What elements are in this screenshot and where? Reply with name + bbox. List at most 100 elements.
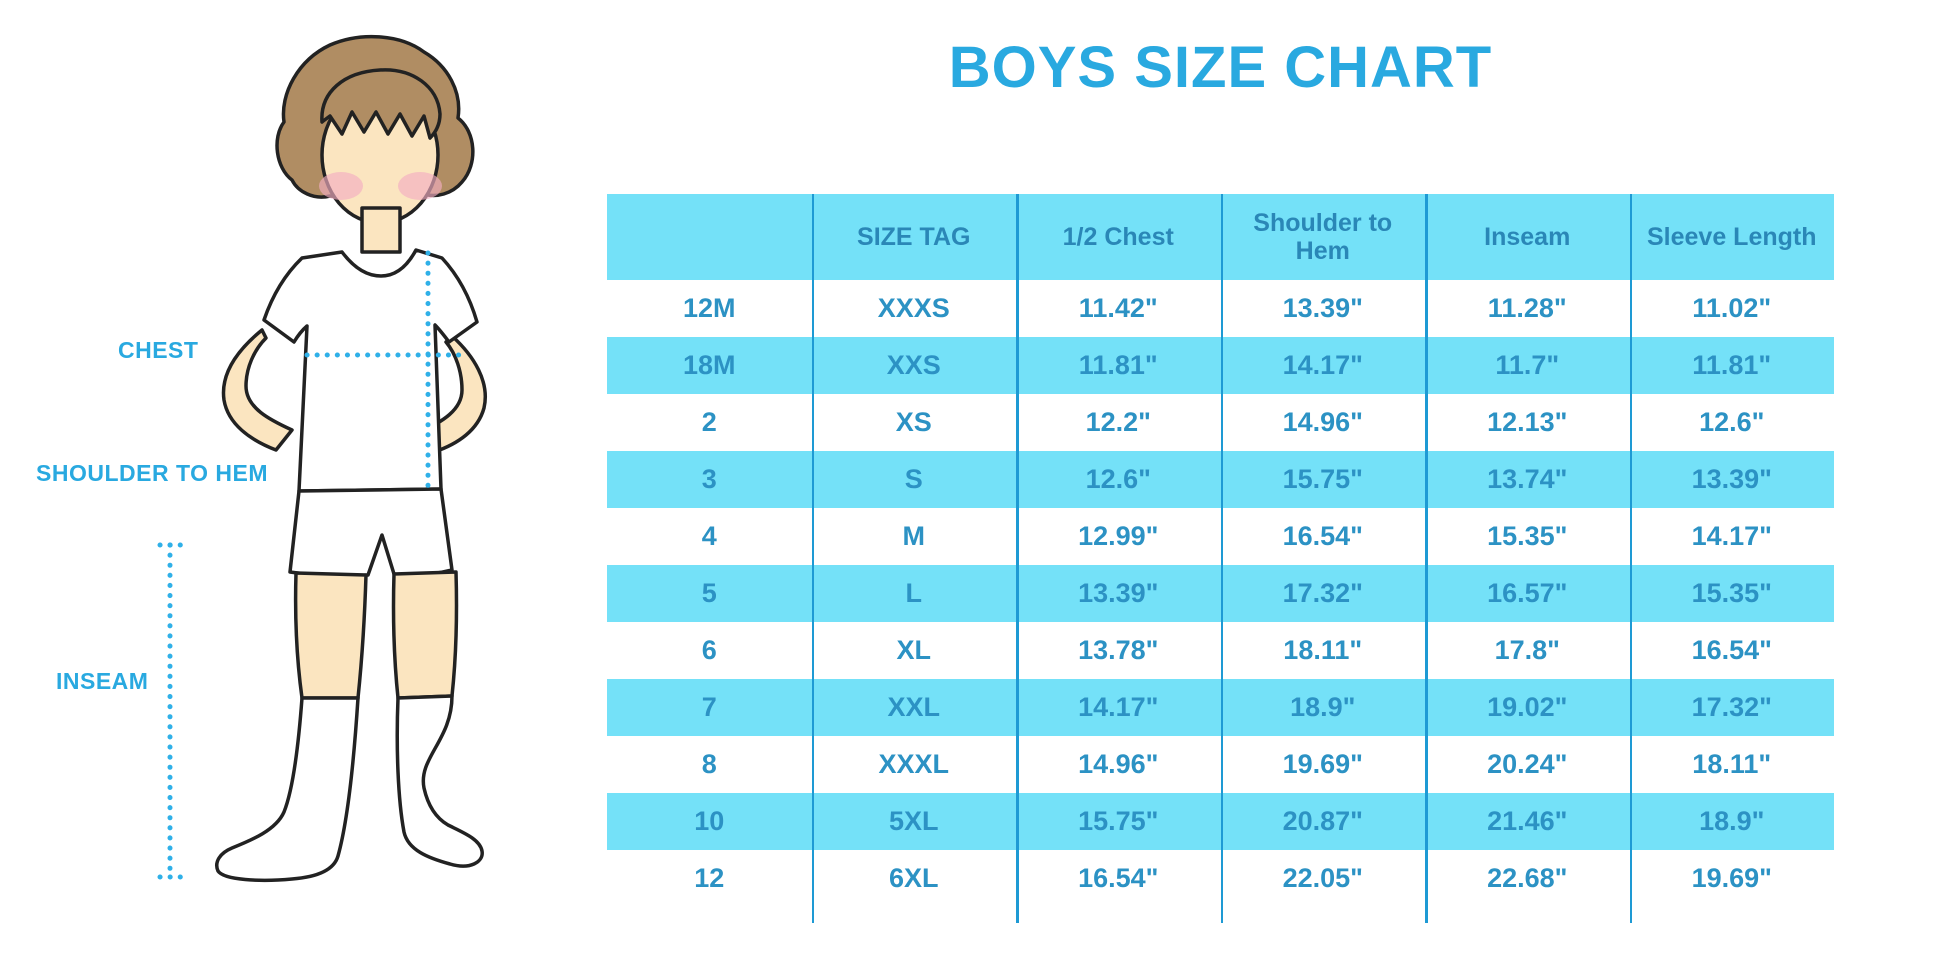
table-cell: 18.11" (1283, 635, 1363, 665)
table-cell: 7 (701, 692, 717, 722)
table-row: 2 XS 12.2" 14.96" 12.13" 12.6" (607, 394, 1834, 451)
table-cell: 16.54" (1282, 521, 1363, 551)
t-shirt (262, 248, 479, 493)
table-row: 12M XXXS 11.42" 13.39" 11.28" 11.02" (607, 280, 1834, 337)
column-divider (1220, 194, 1223, 923)
table-cell: 2 (701, 407, 717, 437)
hair-fringe (320, 68, 442, 140)
table-cell: 11.28" (1487, 293, 1567, 323)
table-cell: 11.7" (1495, 350, 1560, 380)
header-cell: Inseam (1484, 223, 1571, 251)
table-cell: 12.6" (1699, 407, 1765, 437)
header-cell: 1/2 Chest (1062, 223, 1174, 251)
header-cell: Shoulder to Hem (1253, 209, 1393, 265)
table-cell: 15.35" (1691, 578, 1772, 608)
table-row: 8 XXXL 14.96" 19.69" 20.24" 18.11" (607, 736, 1834, 793)
header-cell (607, 194, 812, 280)
blush-cheeks (319, 172, 442, 200)
table-row: 12 6XL 16.54" 22.05" 22.68" 19.69" (607, 850, 1834, 907)
left-leg (293, 571, 368, 700)
table-cell: 4 (701, 521, 717, 551)
table-cell: 16.54" (1691, 635, 1772, 665)
table-row: 4 M 12.99" 16.54" 15.35" 14.17" (607, 508, 1834, 565)
shorts (288, 487, 454, 578)
table-cell: 14.17" (1078, 692, 1159, 722)
table-cell: XXXL (878, 749, 950, 779)
table-cell: XS (895, 407, 932, 437)
table-cell: 12.6" (1085, 464, 1151, 494)
table-cell: 6XL (888, 863, 939, 893)
table-cell: 17.32" (1691, 692, 1772, 722)
column-divider (1629, 194, 1632, 923)
inseam-label: INSEAM (56, 668, 149, 694)
size-table: SIZE TAG 1/2 Chest Shoulder to Hem Inseam Sl… (607, 194, 1834, 923)
table-cell: 15.75" (1078, 806, 1159, 836)
table-cell: 16.57" (1487, 578, 1568, 608)
header-cell: Sleeve Length (1647, 223, 1817, 251)
table-cell: 19.02" (1487, 692, 1568, 722)
table-cell: 12M (682, 293, 736, 323)
table-cell: 18.9" (1699, 806, 1765, 836)
left-sock (215, 696, 360, 883)
column-divider (1425, 194, 1428, 923)
table-cell: 8 (701, 749, 717, 779)
table-cell: XXXS (877, 293, 950, 323)
table-cell: 13.39" (1691, 464, 1772, 494)
table-cell: S (904, 464, 923, 494)
inseam-measure-line (157, 542, 191, 880)
table-cell: 11.02" (1692, 293, 1772, 323)
table-cell: 20.87" (1282, 806, 1363, 836)
table-cell: 3 (701, 464, 717, 494)
table-cell: L (905, 578, 923, 608)
page-title: BOYS SIZE CHART (948, 35, 1493, 100)
table-cell: 20.24" (1487, 749, 1568, 779)
table-cell: 19.69" (1282, 749, 1363, 779)
table-cell: 17.32" (1282, 578, 1363, 608)
right-leg (391, 570, 459, 700)
table-cell: 18M (682, 350, 736, 380)
header-cell: SIZE TAG (857, 223, 971, 251)
table-cell: XL (896, 635, 931, 665)
table-cell: 12.2" (1085, 407, 1151, 437)
table-cell: 14.96" (1078, 749, 1159, 779)
table-cell: 14.17" (1691, 521, 1772, 551)
column-divider (1016, 194, 1019, 923)
table-cell: 12.99" (1078, 521, 1159, 551)
left-arm (221, 328, 294, 452)
right-sock (395, 694, 484, 868)
table-cell: 11.81" (1692, 350, 1772, 380)
table-cell: 12.13" (1487, 407, 1568, 437)
table-cell: 18.9" (1290, 692, 1356, 722)
table-cell: 5 (701, 578, 717, 608)
column-divider (811, 194, 814, 923)
table-cell: 18.11" (1692, 749, 1772, 779)
neck (360, 206, 402, 254)
table-cell: 13.78" (1078, 635, 1159, 665)
table-cell: M (902, 521, 926, 551)
table-row: 6 XL 13.78" 18.11" 17.8" 16.54" (607, 622, 1834, 679)
table-cell: 15.35" (1487, 521, 1568, 551)
table-cell: 21.46" (1487, 806, 1568, 836)
table-cell: 13.39" (1078, 578, 1159, 608)
table-cell: 16.54" (1078, 863, 1159, 893)
table-cell: 12 (694, 863, 725, 893)
table-cell: 10 (694, 806, 725, 836)
table-cell: 17.8" (1494, 635, 1560, 665)
table-cell: XXS (886, 350, 941, 380)
chest-label: CHEST (118, 337, 199, 363)
table-cell: 13.39" (1282, 293, 1363, 323)
table-cell: 22.05" (1282, 863, 1363, 893)
table-cell: 14.17" (1282, 350, 1363, 380)
table-cell: 5XL (888, 806, 939, 836)
table-cell: 14.96" (1282, 407, 1363, 437)
table-cell: 15.75" (1282, 464, 1363, 494)
table-cell: 11.81" (1078, 350, 1158, 380)
boy-illustration (157, 34, 487, 883)
table-cell: 19.69" (1691, 863, 1772, 893)
table-cell: 6 (701, 635, 717, 665)
table-cell: XXL (887, 692, 940, 722)
table-cell: 22.68" (1487, 863, 1568, 893)
shoulder-to-hem-label: SHOULDER TO HEM (36, 460, 268, 486)
table-cell: 11.42" (1078, 293, 1158, 323)
